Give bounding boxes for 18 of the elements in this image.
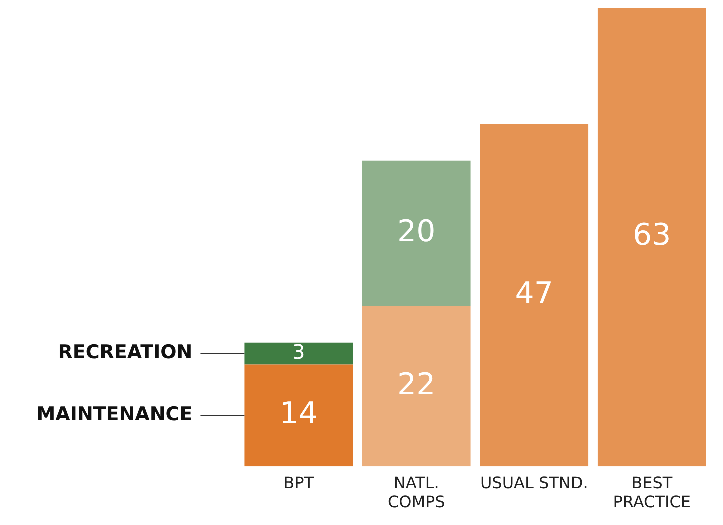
data-label: 20 xyxy=(398,214,436,250)
data-label: 63 xyxy=(633,218,672,254)
bar xyxy=(480,124,589,467)
data-label: 22 xyxy=(398,367,436,402)
bar xyxy=(362,306,471,467)
x-tick-label: NATL. COMPS xyxy=(388,473,446,512)
bar xyxy=(244,364,354,467)
x-tick-label: USUAL STND. xyxy=(480,473,588,492)
text: MAINTENANCE xyxy=(36,404,193,426)
text: RECREATION xyxy=(58,342,193,364)
data-label: 3 xyxy=(292,340,306,364)
x-tick-label: BPT xyxy=(284,473,314,492)
data-label: 47 xyxy=(515,276,554,312)
x-tick-label: BEST PRACTICE xyxy=(613,473,691,512)
bar xyxy=(598,8,706,467)
bar xyxy=(244,342,354,365)
data-label: 14 xyxy=(280,396,318,432)
bar xyxy=(362,160,471,306)
